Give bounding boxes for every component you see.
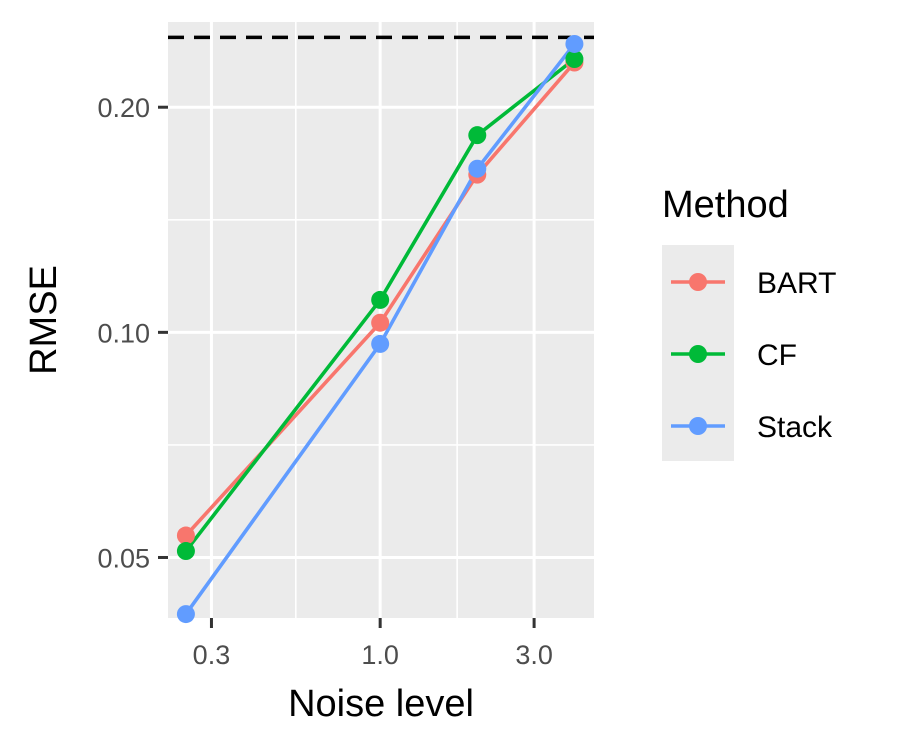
legend-key-point-cf <box>689 345 707 363</box>
legend-label-bart: BART <box>757 267 836 300</box>
x-tick-label: 1.0 <box>361 640 399 670</box>
series-layer <box>176 34 584 624</box>
series-line-stack <box>184 42 576 616</box>
y-axis-title: RMSE <box>23 265 65 375</box>
legend-key-point-bart <box>689 273 707 291</box>
x-axis-title: Noise level <box>288 683 474 725</box>
data-point-cf <box>565 50 584 69</box>
legend-label-stack: Stack <box>757 411 833 444</box>
data-point-stack <box>468 159 487 178</box>
legend-key-point-stack <box>689 417 707 435</box>
y-tick-label: 0.10 <box>97 318 150 348</box>
x-tick-label: 3.0 <box>515 640 553 670</box>
x-tick-label: 0.3 <box>193 640 231 670</box>
data-point-stack <box>565 34 584 53</box>
legend-label-cf: CF <box>757 339 797 372</box>
data-point-stack <box>371 334 390 353</box>
y-tick-label: 0.20 <box>97 93 150 123</box>
data-point-stack <box>176 605 195 624</box>
y-tick-label: 0.05 <box>97 543 150 573</box>
series-line-bart <box>184 61 576 537</box>
series-line-cf <box>184 57 576 553</box>
y-axis: 0.05 0.10 0.20 <box>97 93 168 573</box>
data-point-bart <box>371 313 390 332</box>
legend-entries: BART CF Stack <box>671 267 836 444</box>
legend-title: Method <box>662 184 789 226</box>
data-point-cf <box>468 126 487 145</box>
legend: Method BART CF Stack <box>662 184 836 461</box>
x-axis: 0.3 1.0 3.0 <box>193 618 553 670</box>
data-point-bart <box>176 526 195 545</box>
data-point-cf <box>371 290 390 309</box>
data-point-cf <box>176 542 195 561</box>
